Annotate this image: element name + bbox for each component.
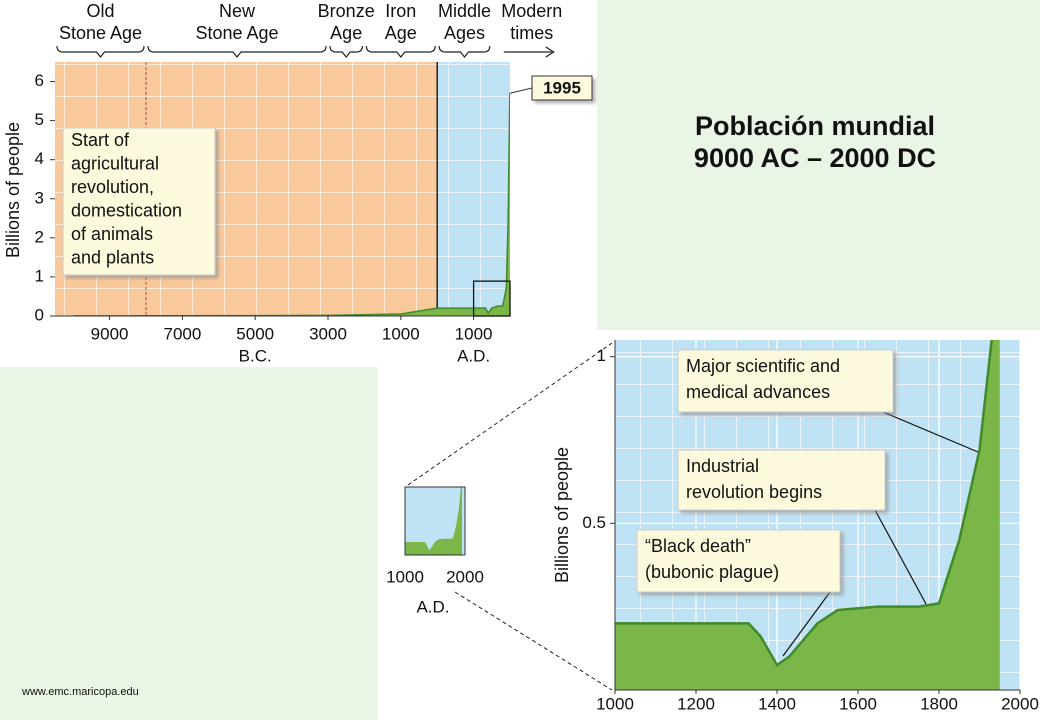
era-label: New — [219, 1, 256, 21]
annotation-box — [636, 529, 841, 593]
y-tick-label: 5 — [35, 110, 44, 129]
x-tick-label: 1000 — [455, 324, 493, 343]
annotation-text: revolution, — [71, 177, 154, 197]
annotation-text: (bubonic plague) — [645, 562, 779, 582]
plot — [615, 340, 1000, 690]
era-label: Age — [385, 23, 417, 43]
callout-label: 1995 — [543, 78, 581, 97]
era-bracket — [56, 45, 145, 58]
era-label: Old — [86, 1, 114, 21]
y-tick-label: 3 — [35, 188, 44, 207]
y-tick-label: 1 — [35, 266, 44, 285]
annotation-text: medical advances — [686, 382, 830, 402]
annotation-text: Industrial — [686, 456, 759, 476]
era-label: Stone Age — [195, 23, 278, 43]
annotation-box — [677, 349, 894, 413]
thumbnail — [405, 487, 462, 555]
annotation-text: agricultural — [71, 153, 159, 173]
era-label: times — [510, 23, 553, 43]
x-tick-label: 2000 — [1001, 694, 1039, 713]
y-tick-label: 1 — [597, 346, 606, 365]
era-label: Middle — [438, 1, 491, 21]
x-tick-label: 1200 — [677, 694, 715, 713]
annotation-text: Start of — [71, 130, 130, 150]
y-axis-label: Billions of people — [3, 122, 23, 258]
source: www.emc.maricopa.edu — [21, 686, 139, 698]
era-label: Iron — [385, 1, 416, 21]
y-tick-label: 6 — [35, 71, 44, 90]
x-tick-label: 9000 — [91, 324, 129, 343]
callout-box — [531, 75, 593, 101]
annotation-pointer — [782, 591, 831, 657]
annotation-box — [677, 449, 886, 511]
x-tick-label: 7000 — [163, 324, 201, 343]
zoom-connector — [454, 591, 613, 691]
era-label: Stone Age — [59, 23, 142, 43]
era-bracket — [147, 45, 327, 58]
x-sublabel: B.C. — [239, 346, 272, 365]
y-tick-label: 2 — [35, 227, 44, 246]
thumbnail-frame — [404, 486, 466, 556]
x-tick-label: 1800 — [920, 694, 958, 713]
era-label: Modern — [501, 1, 562, 21]
era-label: Bronze — [318, 1, 375, 21]
annotation-text: domestication — [71, 200, 182, 220]
thumbnail-tick-label: 2000 — [446, 567, 484, 586]
era-bracket — [365, 45, 436, 58]
slide-title: 9000 AC – 2000 DC — [694, 143, 936, 173]
x-tick-label: 1600 — [839, 694, 877, 713]
population-area — [615, 340, 1000, 690]
annotation-text: revolution begins — [686, 482, 822, 502]
charts: 0 1 2 3 4 5 6 9000 7000 5000 3000 1000 1000 B.C. A.D. B… — [3, 1, 1039, 714]
slide-title: Población mundial — [695, 111, 935, 141]
x-tick-label: 1400 — [758, 694, 796, 713]
y-tick-label: 0.5 — [582, 513, 606, 532]
era-arrow — [503, 46, 555, 58]
era-label: Ages — [444, 23, 485, 43]
era-bracket — [329, 45, 363, 58]
x-tick-label: 5000 — [236, 324, 274, 343]
annotation-text: and plants — [71, 247, 154, 267]
callout-line — [509, 87, 533, 94]
thumbnail-tick-label: 1000 — [386, 567, 424, 586]
annotation-pointer — [874, 509, 927, 605]
y-tick-label: 0 — [35, 305, 44, 324]
population-line — [615, 340, 993, 667]
zoom-box — [472, 280, 511, 317]
thumbnail-area — [405, 487, 462, 555]
era-bracket — [438, 45, 491, 58]
x-sublabel: A.D. — [457, 346, 490, 365]
x-tick-label: 3000 — [309, 324, 347, 343]
x-tick-label: 1000 — [382, 324, 420, 343]
annotation-pointer — [882, 411, 979, 453]
annotation-text: Major scientific and — [686, 356, 840, 376]
y-tick-label: 4 — [35, 149, 44, 168]
annotation-text: “Black death” — [645, 536, 751, 556]
y-axis-label: Billions of people — [552, 447, 572, 583]
annotation-box — [62, 127, 216, 276]
era-label: Age — [330, 23, 362, 43]
annotation-text: of animals — [71, 224, 153, 244]
x-tick-label: 1000 — [596, 694, 634, 713]
thumbnail-sublabel: A.D. — [416, 597, 449, 616]
